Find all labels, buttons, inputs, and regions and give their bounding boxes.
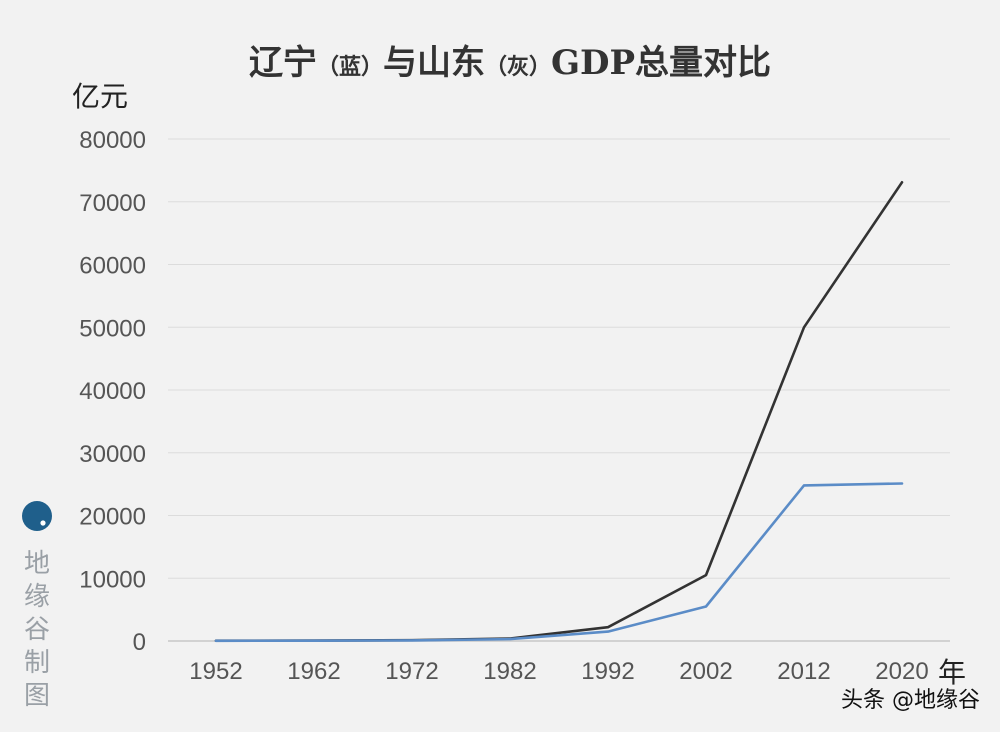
watermark: 头条 @地缘谷 [841, 688, 980, 713]
brand-logo-dot [40, 520, 46, 526]
x-tick-label: 1972 [385, 658, 438, 685]
series [214, 181, 904, 643]
x-tick-label: 1962 [287, 658, 340, 685]
y-tick-label: 50000 [79, 315, 146, 342]
x-ticks: 1952 1962 1972 1982 1992 2002 2012 2020 [189, 658, 928, 685]
x-tick-label: 1952 [189, 658, 242, 685]
y-tick-label: 70000 [79, 190, 146, 217]
y-tick-label: 10000 [79, 566, 146, 593]
title-part-2: （蓝） [317, 54, 383, 80]
x-tick-label: 2002 [679, 658, 732, 685]
y-tick-label: 30000 [79, 441, 146, 468]
x-tick-label: 2020 [875, 658, 928, 685]
credit-char-5: 图 [24, 681, 50, 711]
credit: 地 缘 谷 制 图 [22, 501, 52, 711]
x-tick-label: 2012 [777, 658, 830, 685]
y-tick-label: 60000 [79, 253, 146, 280]
title-part-1: 辽宁 [249, 43, 317, 83]
y-tick-label: 0 [133, 629, 146, 656]
y-tick-label: 80000 [79, 127, 146, 154]
series-line-2 [214, 482, 904, 643]
credit-char-3: 谷 [24, 615, 50, 645]
grid [168, 138, 950, 642]
title-part-3: 与山东 [383, 43, 485, 83]
series-line-1 [214, 181, 904, 643]
title-part-4: （灰） [485, 54, 551, 80]
y-tick-label: 40000 [79, 378, 146, 405]
x-tick-label: 1982 [483, 658, 536, 685]
credit-char-4: 制 [24, 648, 50, 678]
brand-logo-icon [22, 501, 52, 531]
credit-char-1: 地 [24, 549, 50, 579]
x-tick-label: 1992 [581, 658, 634, 685]
y-tick-label: 20000 [79, 504, 146, 531]
y-axis-label: 亿元 [72, 80, 128, 113]
chart-title: 辽宁（蓝）与山东（灰）GDP总量对比 [249, 43, 771, 83]
credit-char-2: 缘 [24, 582, 50, 612]
x-axis-label: 年 [938, 656, 966, 689]
title-part-5: GDP总量对比 [551, 43, 771, 83]
y-ticks: 80000 70000 60000 50000 40000 30000 20000 10000… [79, 127, 146, 656]
